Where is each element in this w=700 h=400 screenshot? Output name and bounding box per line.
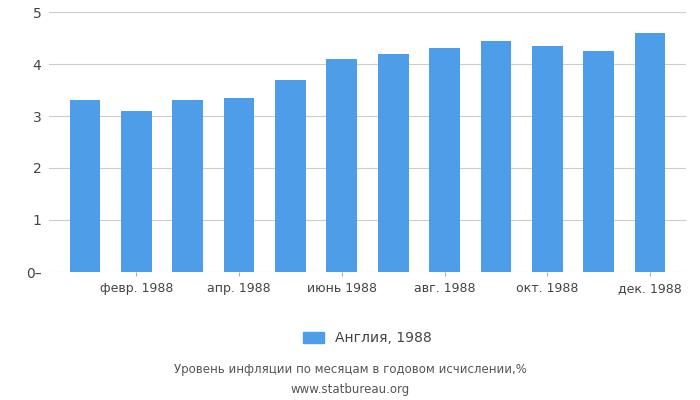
Legend: Англия, 1988: Англия, 1988 [303, 331, 432, 345]
Bar [224, 98, 255, 272]
Bar [326, 59, 357, 272]
Bar [480, 40, 511, 272]
Bar [275, 80, 306, 272]
Bar [172, 100, 203, 272]
Bar [378, 54, 409, 272]
Text: www.statbureau.org: www.statbureau.org [290, 384, 410, 396]
Bar [583, 51, 614, 272]
Bar [429, 48, 460, 272]
Bar [635, 33, 666, 272]
Bar [532, 46, 563, 272]
Bar [121, 111, 152, 272]
Bar [69, 100, 100, 272]
Text: Уровень инфляции по месяцам в годовом исчислении,%: Уровень инфляции по месяцам в годовом ис… [174, 364, 526, 376]
